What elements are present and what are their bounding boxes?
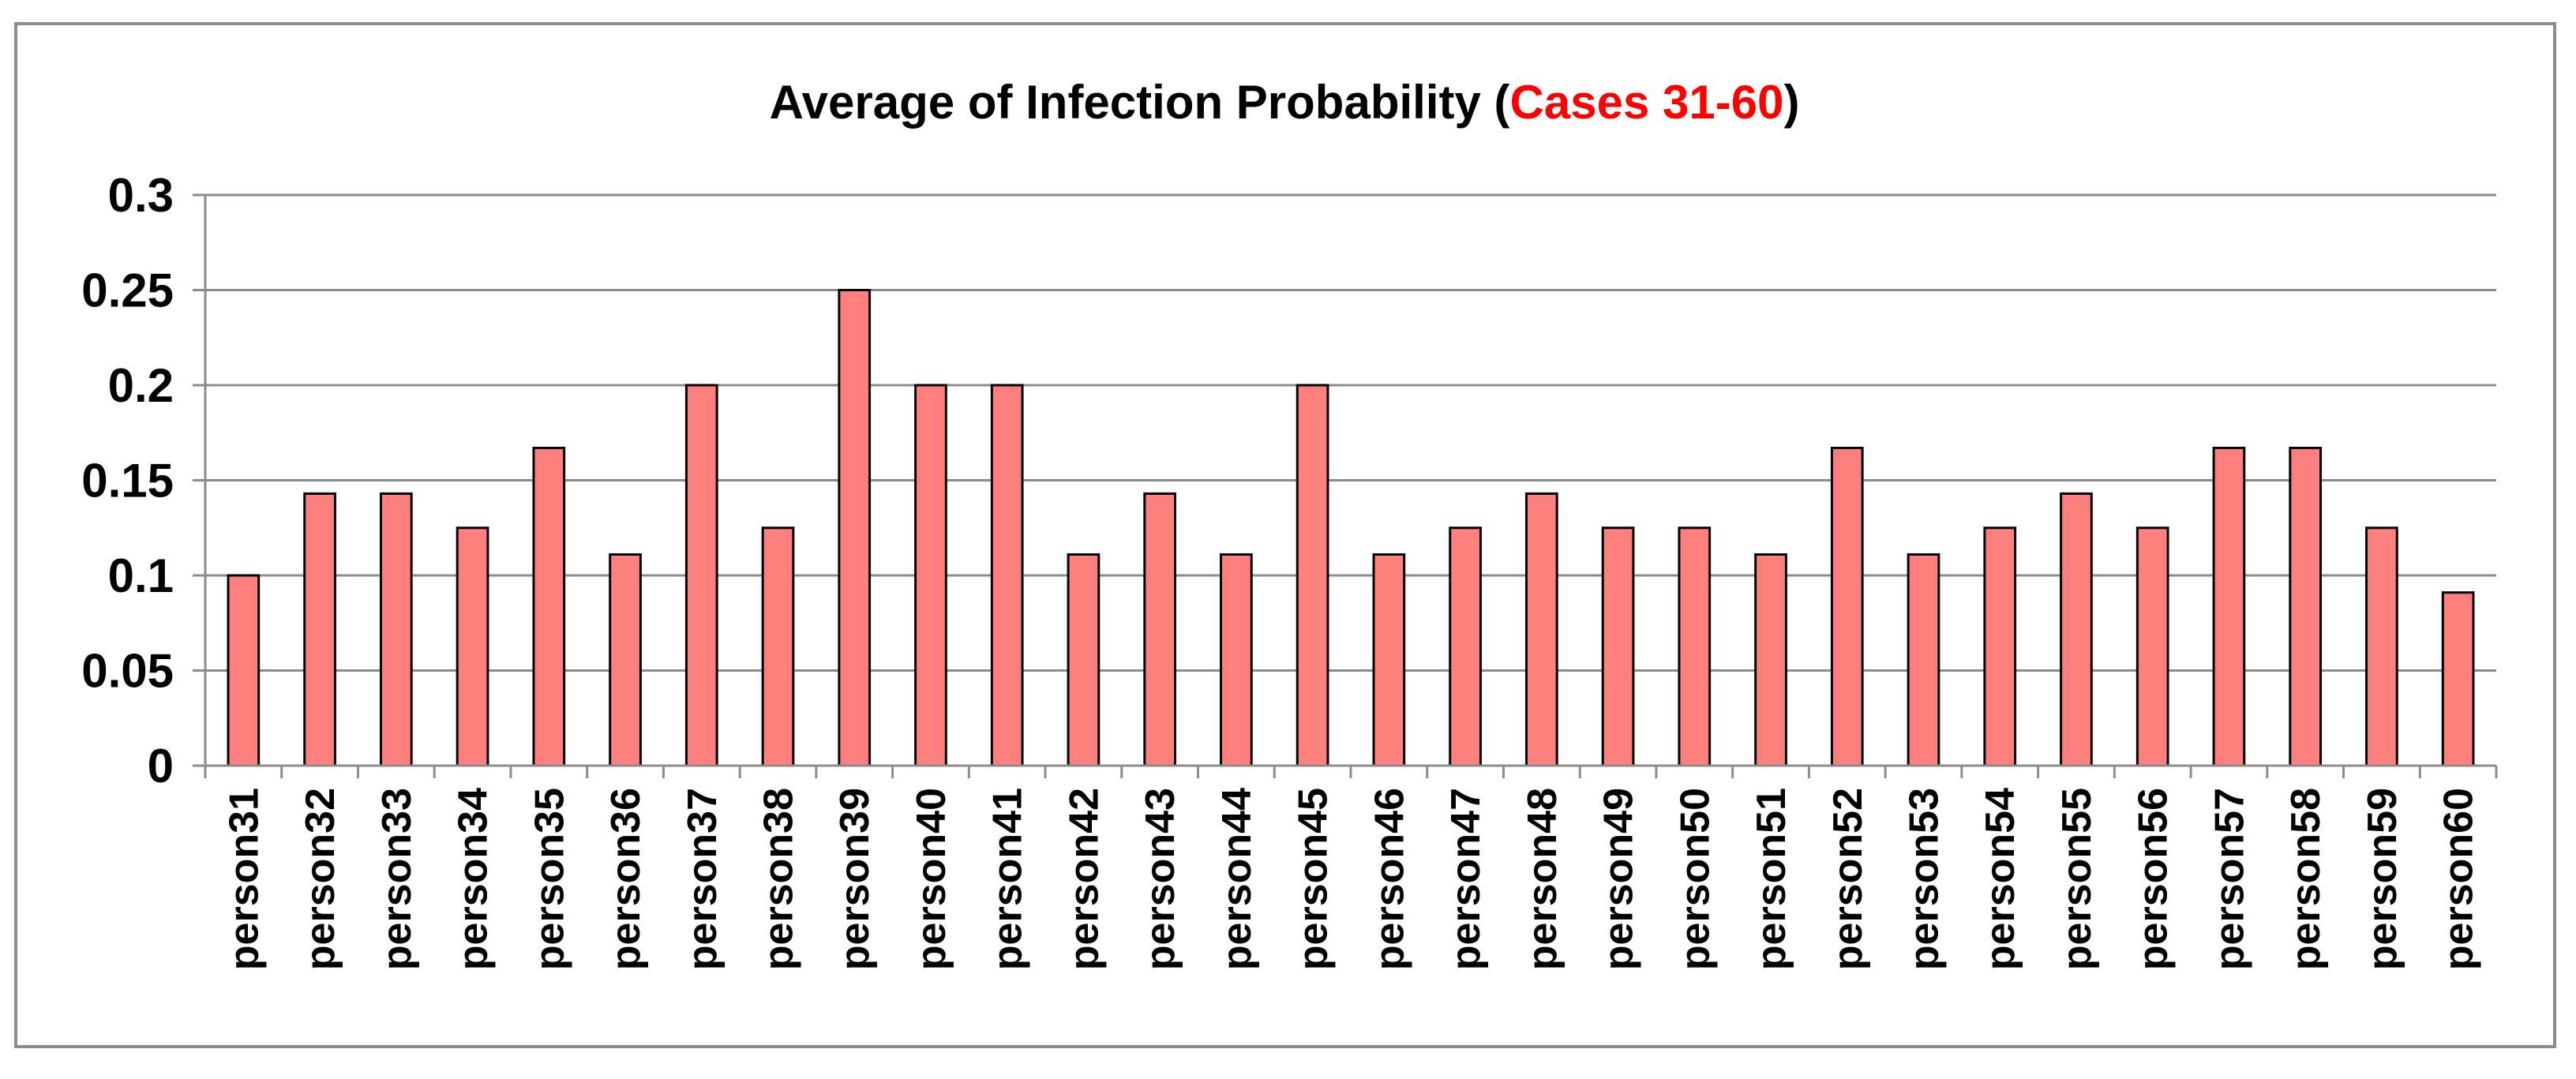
bar-person50 <box>1678 526 1712 767</box>
x-tick-label: person57 <box>2207 788 2252 970</box>
chart-title-suffix: ) <box>1783 76 1799 129</box>
x-tick-label: person48 <box>1520 788 1565 970</box>
x-tick-label: person56 <box>2131 788 2177 970</box>
y-tick-labels: 0 0.05 0.1 0.15 0.2 0.25 0.3 <box>81 169 174 792</box>
x-tick-label: person44 <box>1214 788 1260 970</box>
x-tick-label: person38 <box>756 788 802 970</box>
bar-person60 <box>2441 591 2475 767</box>
bar-person51 <box>1754 553 1787 767</box>
bar-person54 <box>1983 526 2017 767</box>
bar-person44 <box>1220 553 1253 767</box>
gridlines <box>205 193 2496 672</box>
bar-chart: Average of Infection Probability (Cases … <box>81 76 2498 970</box>
x-tick-label: person46 <box>1367 788 1412 970</box>
y-tick-label: 0.25 <box>81 264 174 317</box>
x-tick-label: person60 <box>2436 788 2482 970</box>
bar-person45 <box>1295 384 1329 767</box>
bar-person57 <box>2212 447 2246 767</box>
bar-person56 <box>2135 526 2169 767</box>
chart-title-highlight: Cases 31-60 <box>1510 76 1784 129</box>
bar-person58 <box>2289 447 2323 767</box>
x-tick-label: person42 <box>1061 788 1107 970</box>
bar-person46 <box>1372 553 1406 767</box>
x-tick-label: person50 <box>1672 788 1718 970</box>
bar-person36 <box>609 553 642 767</box>
bar-person40 <box>914 384 947 767</box>
bar-person33 <box>379 492 413 767</box>
y-tick-label: 0.05 <box>81 645 174 698</box>
x-tick-label: person52 <box>1825 788 1871 970</box>
x-tick-label: person40 <box>909 788 954 970</box>
x-tick-label: person45 <box>1291 788 1337 970</box>
x-tick-label: person58 <box>2283 788 2329 970</box>
bar-person35 <box>532 447 566 767</box>
x-tick-label: person49 <box>1596 788 1642 970</box>
x-tick-label: person33 <box>374 788 420 970</box>
bar-person34 <box>456 526 489 767</box>
y-tick-label: 0.2 <box>108 359 174 412</box>
x-tick-label: person39 <box>832 788 878 970</box>
chart-frame: Average of Infection Probability (Cases … <box>14 22 2556 1048</box>
bar-person39 <box>838 289 872 767</box>
bar-person31 <box>227 574 261 767</box>
bar-person47 <box>1449 526 1482 767</box>
x-tick-label: person32 <box>298 788 343 970</box>
x-tick-label: person43 <box>1138 788 1183 970</box>
x-tick-label: person36 <box>603 788 649 970</box>
x-tick-label: person55 <box>2054 788 2100 970</box>
x-tick-label: person37 <box>680 788 726 970</box>
bar-person49 <box>1601 526 1635 767</box>
bar-person38 <box>761 526 795 767</box>
bar-person32 <box>303 492 336 767</box>
axes <box>193 193 2498 778</box>
bar-person59 <box>2365 526 2398 767</box>
y-tick-label: 0.3 <box>108 169 174 222</box>
bar-person43 <box>1143 492 1177 767</box>
bar-person42 <box>1067 553 1101 767</box>
x-tick-label: person41 <box>985 788 1031 970</box>
x-tick-label: person51 <box>1749 788 1794 970</box>
bars <box>227 289 2475 767</box>
bar-person55 <box>2060 492 2093 767</box>
chart-title: Average of Infection Probability (Cases … <box>770 76 1800 129</box>
y-tick-label: 0 <box>148 740 174 792</box>
chart-title-prefix: Average of Infection Probability ( <box>770 76 1510 129</box>
x-tick-label: person31 <box>221 788 267 970</box>
bar-person52 <box>1830 447 1864 767</box>
bar-person48 <box>1524 492 1558 767</box>
x-tick-label: person35 <box>527 788 572 970</box>
x-tick-label: person59 <box>2360 788 2405 970</box>
y-tick-label: 0.15 <box>81 455 174 508</box>
bar-person37 <box>684 384 718 767</box>
x-tick-label: person47 <box>1443 788 1489 970</box>
x-tick-label: person34 <box>451 788 497 970</box>
bar-person53 <box>1907 553 1940 767</box>
bar-person41 <box>990 384 1024 767</box>
x-tick-label: person53 <box>1902 788 1948 970</box>
y-tick-label: 0.1 <box>108 549 174 602</box>
x-tick-labels: person31 person32 person33 person34 person35… <box>221 788 2481 970</box>
x-tick-label: person54 <box>1978 788 2023 970</box>
